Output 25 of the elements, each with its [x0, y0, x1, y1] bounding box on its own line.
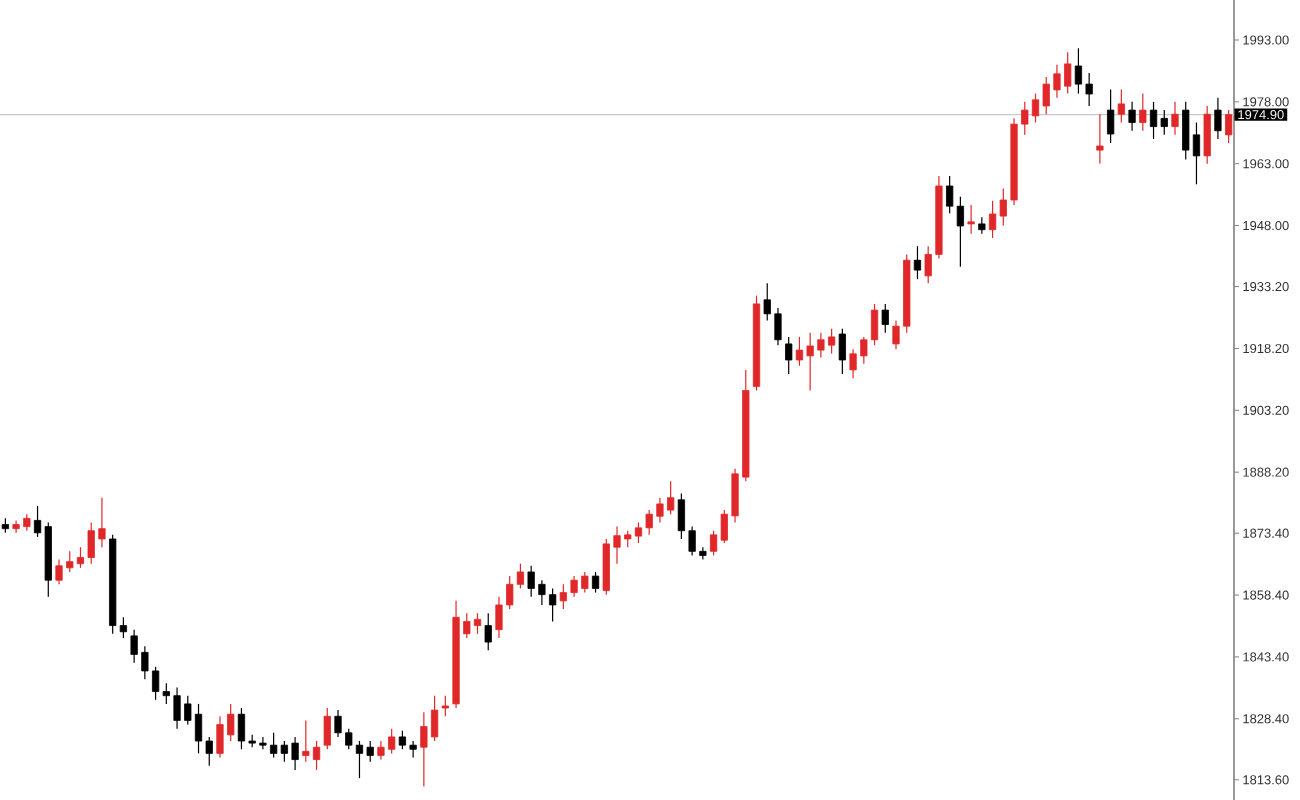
- candlestick: [1203, 105, 1211, 165]
- candlestick: [677, 493, 686, 540]
- candlestick: [162, 682, 170, 705]
- candlestick: [967, 204, 975, 235]
- candlestick: [892, 319, 900, 350]
- candlestick: [774, 307, 782, 346]
- candlestick: [1139, 93, 1147, 132]
- candlestick: [484, 612, 492, 651]
- candlestick: [1096, 113, 1104, 165]
- candlestick: [334, 709, 342, 738]
- candlestick: [785, 336, 793, 375]
- candlestick: [591, 571, 600, 594]
- candlestick: [1171, 101, 1179, 136]
- candlestick: [838, 328, 846, 375]
- candlestick: [323, 707, 331, 750]
- candlestick: [441, 695, 449, 717]
- candlestick: [924, 245, 932, 284]
- candlestick: [1128, 101, 1136, 132]
- candlestick: [763, 282, 771, 322]
- candlestick: [1225, 109, 1233, 144]
- candlestick: [913, 245, 922, 280]
- candlestick: [881, 303, 889, 334]
- candlestick: [1106, 88, 1115, 144]
- candlestick: [1117, 88, 1125, 124]
- candlestick: [1214, 97, 1222, 140]
